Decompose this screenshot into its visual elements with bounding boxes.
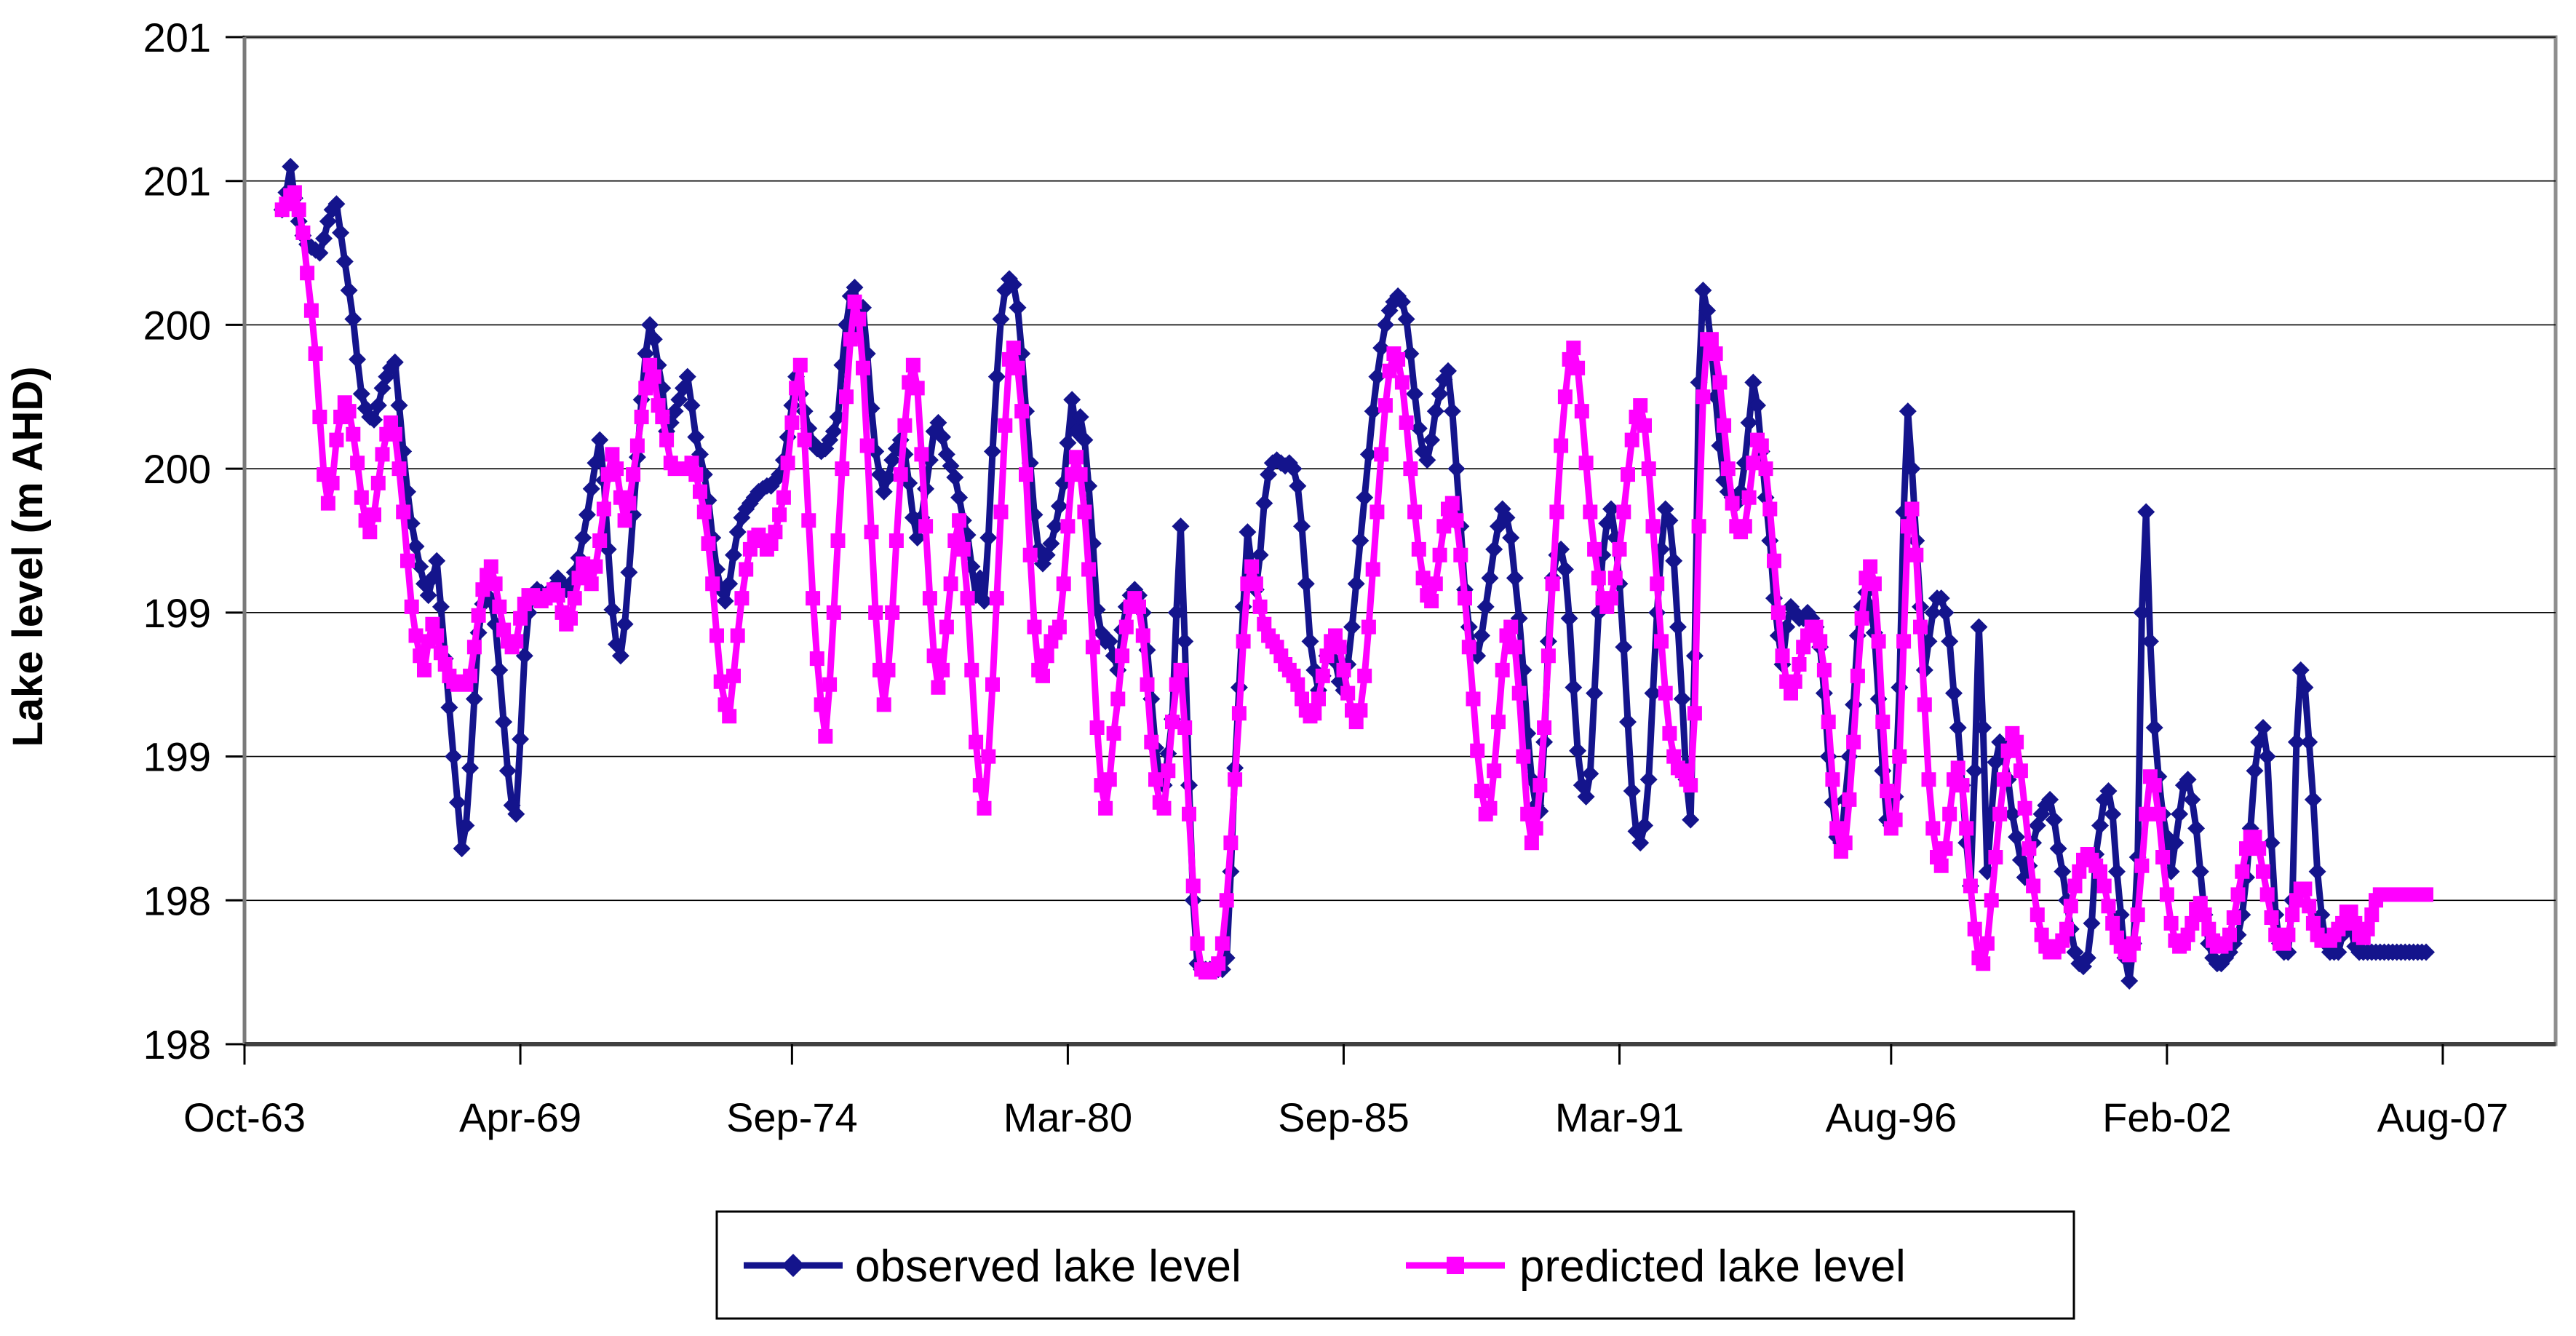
- legend: observed lake level predicted lake level: [715, 1210, 2075, 1320]
- y-tick-label: 199: [143, 734, 211, 780]
- observed-series-line: [279, 163, 2430, 985]
- y-tick-label: 200: [143, 302, 211, 348]
- y-tick-label: 200: [143, 446, 211, 492]
- legend-predicted-label: predicted lake level: [1519, 1241, 1906, 1292]
- x-tick-label: Aug-07: [2377, 1094, 2509, 1140]
- legend-observed-label: observed lake level: [855, 1241, 1241, 1292]
- y-tick-label: 201: [143, 15, 211, 60]
- gridlines-layer: [245, 36, 2556, 1045]
- x-tick-label: Sep-85: [1278, 1094, 1410, 1140]
- x-tick-label: Apr-69: [459, 1094, 581, 1140]
- legend-box: [715, 1210, 2075, 1320]
- predicted-series-markers: [274, 185, 2434, 980]
- plot-area-border: [242, 35, 2558, 1046]
- axes-layer: [226, 36, 2556, 1065]
- series-layer: [273, 157, 2436, 990]
- x-axis-tick-labels: Oct-63 Apr-69 Sep-74 Mar-80 Sep-85 Mar-91 Aug-…: [183, 1094, 2508, 1140]
- y-tick-label: 198: [143, 1022, 211, 1067]
- legend-predicted-square-icon: [1447, 1257, 1464, 1274]
- y-tick-label: 198: [143, 878, 211, 923]
- x-tick-label: Sep-74: [726, 1094, 858, 1140]
- x-tick-label: Mar-80: [1003, 1094, 1132, 1140]
- x-tick-label: Mar-91: [1555, 1094, 1684, 1140]
- y-tick-label: 199: [143, 590, 211, 636]
- x-tick-label: Aug-96: [1826, 1094, 1957, 1140]
- y-tick-label: 201: [143, 159, 211, 204]
- y-axis-tick-labels: 198 198 199 199 200 200 201 201: [143, 15, 211, 1067]
- x-tick-label: Oct-63: [183, 1094, 306, 1140]
- legend-observed-diamond-icon: [782, 1254, 805, 1277]
- y-axis-title: Lake level (m AHD): [4, 366, 52, 747]
- x-tick-label: Feb-02: [2102, 1094, 2231, 1140]
